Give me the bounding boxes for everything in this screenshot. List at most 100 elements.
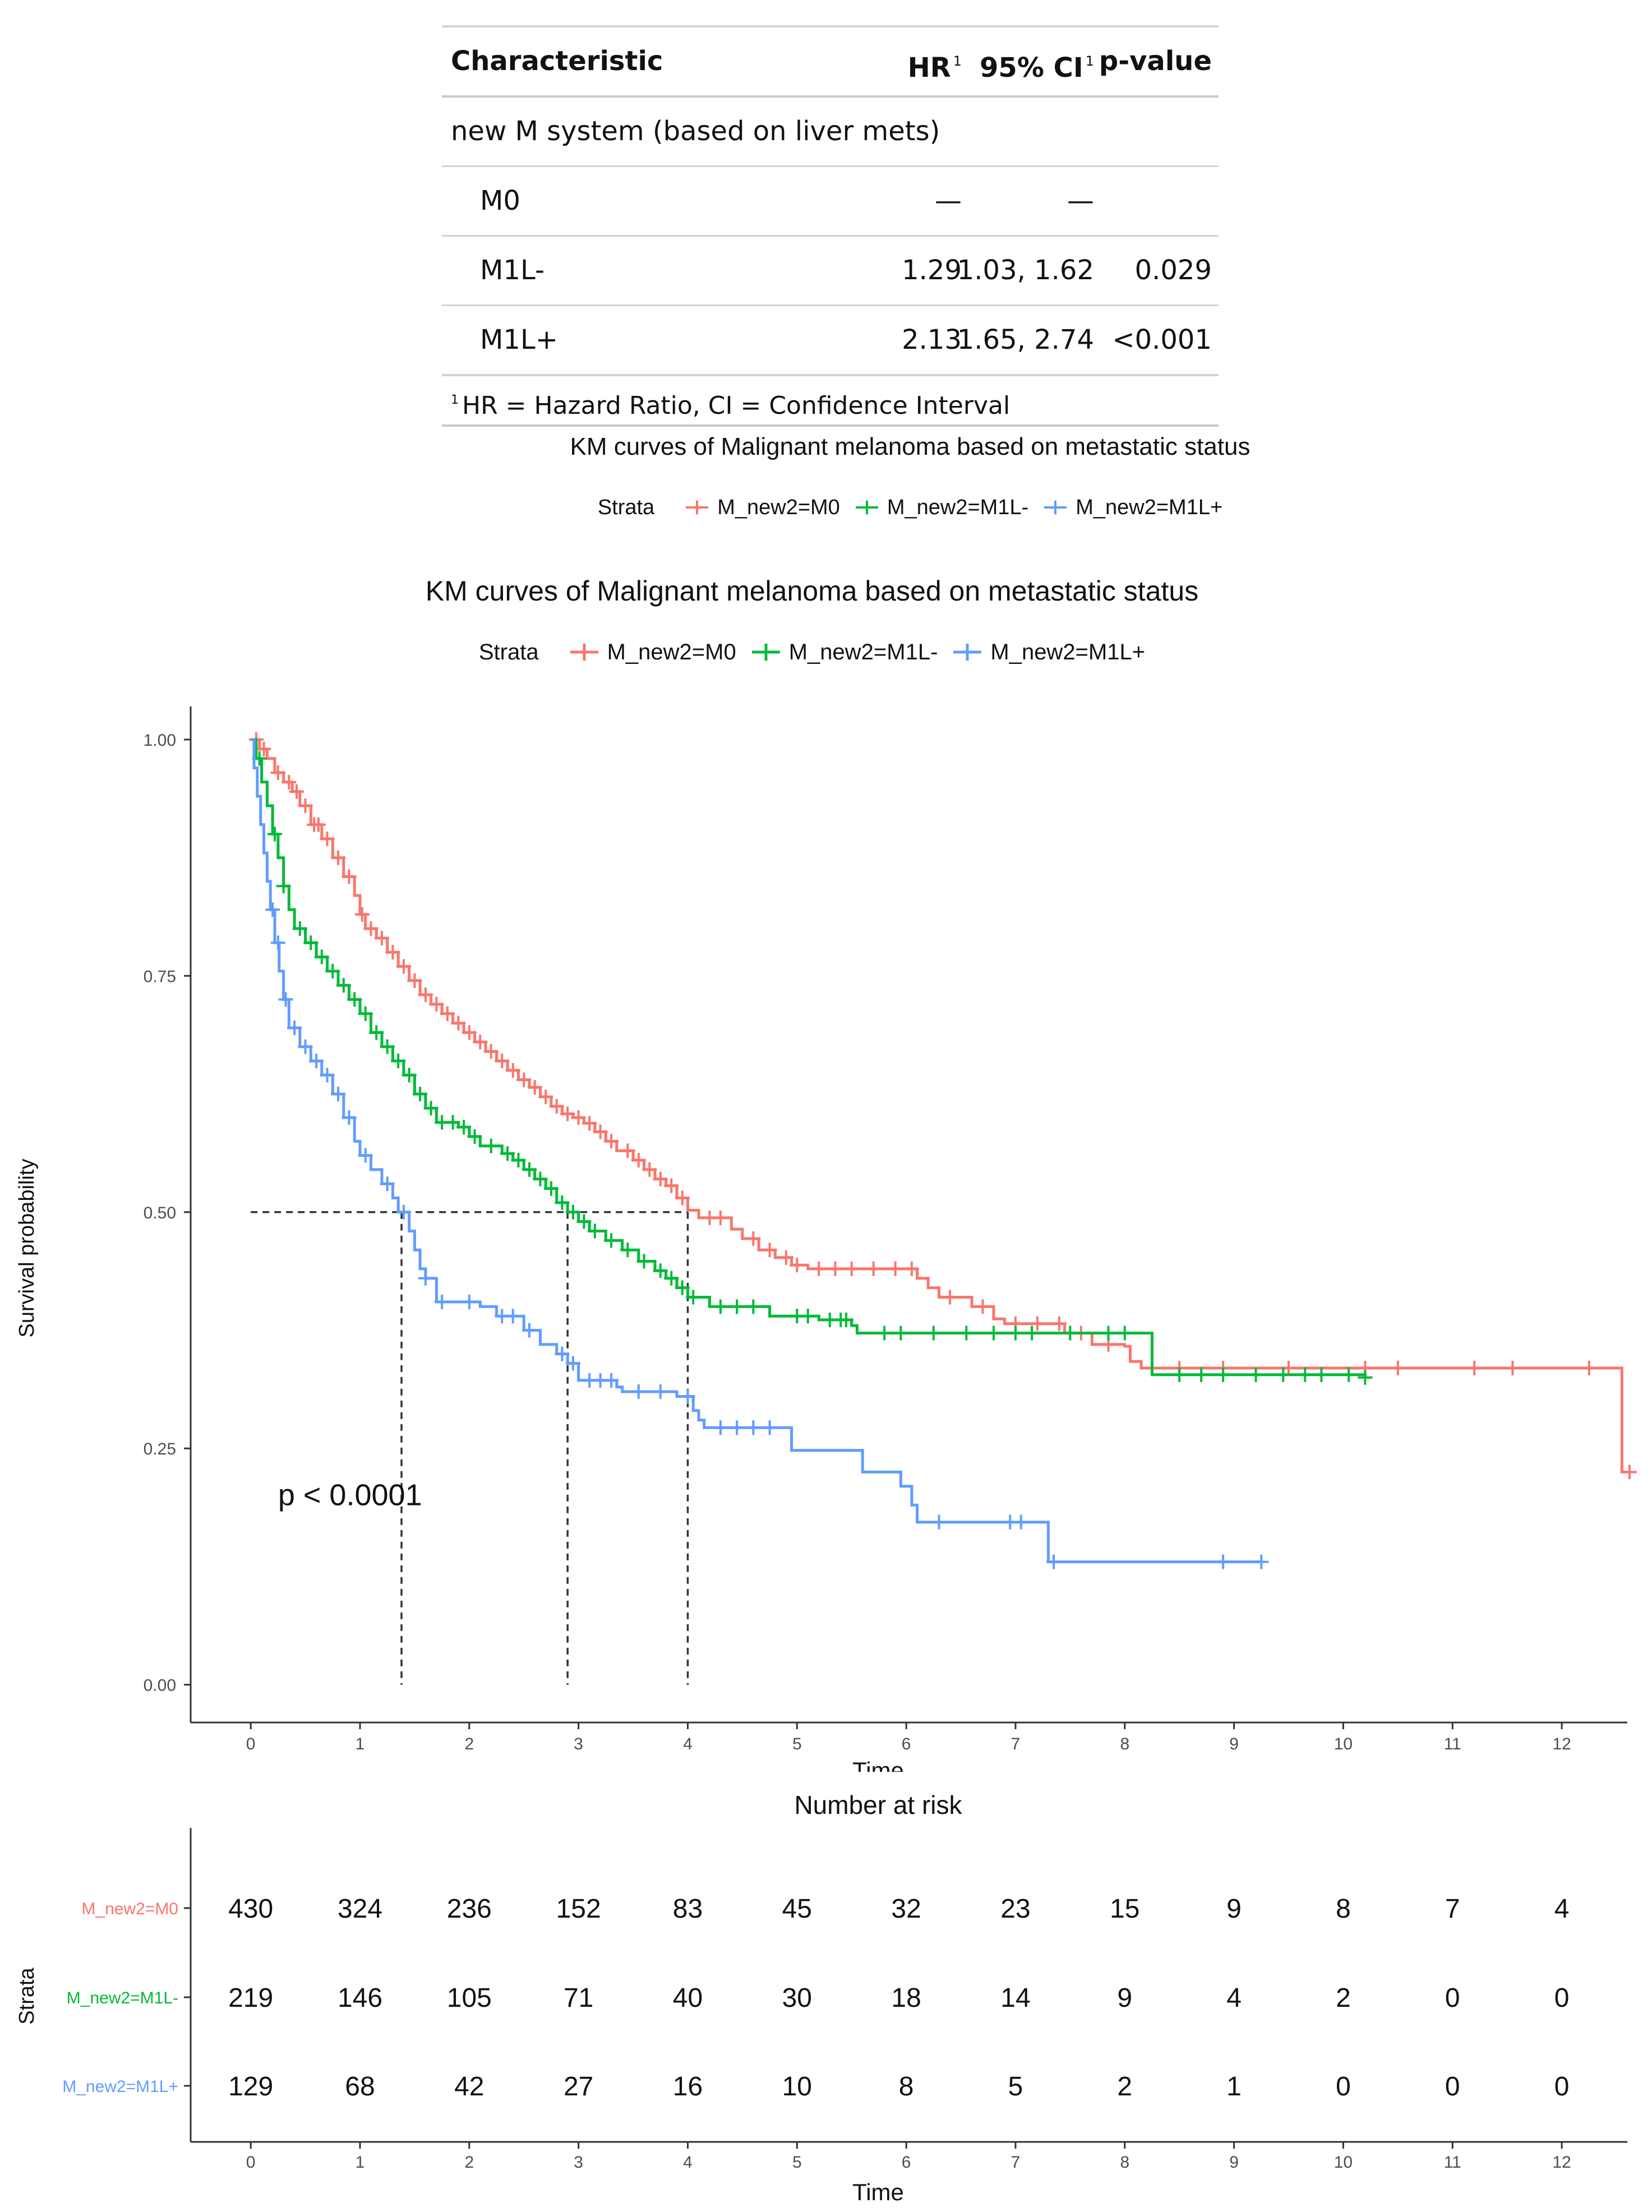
censor-mark bbox=[1051, 1316, 1067, 1331]
censor-mark bbox=[505, 1063, 520, 1078]
risk-count: 0 bbox=[1445, 2072, 1460, 2102]
censor-mark bbox=[555, 1346, 570, 1361]
censor-mark bbox=[522, 1323, 537, 1338]
risk-count: 15 bbox=[1110, 1894, 1139, 1924]
y-tick-label: 1.00 bbox=[144, 731, 176, 750]
censor-mark bbox=[511, 1153, 526, 1168]
censor-mark bbox=[587, 1223, 602, 1239]
censor-mark bbox=[331, 1087, 346, 1102]
censor-mark bbox=[1341, 1367, 1356, 1382]
censor-mark bbox=[680, 1389, 695, 1404]
footnote-text: HR = Hazard Ratio, CI = Confidence Inter… bbox=[462, 391, 1010, 420]
hazard-ratio-table: Characteristic HR 1 95% CI 1 p-value new M… bbox=[442, 25, 1219, 427]
km-curve-m-new2-m0 bbox=[251, 738, 1627, 1474]
censor-mark bbox=[1194, 1367, 1209, 1382]
row-label: M0 bbox=[480, 185, 520, 216]
risk-count: 0 bbox=[1336, 2072, 1351, 2102]
censor-mark bbox=[593, 1124, 608, 1139]
censor-mark bbox=[1581, 1360, 1596, 1375]
header-hr: HR 1 bbox=[908, 27, 962, 95]
header-p-value: p-value bbox=[1099, 45, 1212, 77]
censor-mark bbox=[675, 1190, 690, 1206]
censor-mark bbox=[571, 1110, 586, 1125]
censor-mark bbox=[473, 1035, 488, 1050]
censor-mark bbox=[467, 1129, 482, 1144]
censor-mark bbox=[413, 1087, 428, 1102]
censor-mark bbox=[565, 1204, 580, 1220]
censor-mark bbox=[270, 765, 285, 780]
censor-mark bbox=[325, 963, 340, 978]
risk-count: 2 bbox=[1336, 1983, 1351, 2013]
header-characteristic: Characteristic bbox=[451, 45, 663, 77]
risk-count: 14 bbox=[1000, 1983, 1030, 2013]
censor-mark bbox=[943, 1290, 958, 1305]
km-curve-m-new2-m1l- bbox=[251, 738, 1367, 1378]
censor-mark bbox=[1172, 1367, 1187, 1382]
censor-mark bbox=[483, 1138, 499, 1153]
censor-mark bbox=[893, 1326, 908, 1341]
risk-count: 129 bbox=[228, 2072, 273, 2102]
censor-mark bbox=[1008, 1326, 1023, 1341]
risk-count: 83 bbox=[673, 1894, 703, 1924]
x-tick-label: 3 bbox=[574, 1735, 583, 1753]
x-tick-label: 2 bbox=[464, 1735, 474, 1753]
censor-mark bbox=[1314, 1367, 1329, 1382]
censor-mark bbox=[653, 1384, 668, 1400]
censor-mark bbox=[1101, 1326, 1116, 1341]
y-tick-label: 0.25 bbox=[144, 1440, 176, 1458]
censor-mark bbox=[904, 1261, 919, 1276]
legend-item: M_new2=M1L- bbox=[751, 637, 938, 667]
censor-mark bbox=[959, 1326, 974, 1341]
censor-mark bbox=[713, 1420, 728, 1435]
censor-mark bbox=[762, 1420, 777, 1435]
censor-mark bbox=[730, 1420, 745, 1435]
censor-mark bbox=[331, 850, 346, 865]
censor-mark bbox=[374, 930, 389, 945]
km-plot: 0.000.250.500.751.000 1 2 3 4 5 6 7 8 9 10 11 12Time… bbox=[15, 706, 1637, 1772]
censor-mark bbox=[391, 1054, 406, 1069]
censor-mark bbox=[282, 774, 297, 789]
censor-mark bbox=[292, 921, 307, 936]
censor-mark bbox=[1298, 1367, 1313, 1382]
censor-mark bbox=[713, 1299, 728, 1314]
censor-mark bbox=[565, 1356, 580, 1371]
censor-mark bbox=[653, 1171, 668, 1186]
risk-count: 2 bbox=[1117, 2072, 1132, 2102]
risk-count: 219 bbox=[228, 1983, 273, 2013]
censor-mark bbox=[462, 1294, 477, 1309]
chart-title: KM curves of Malignant melanoma based on… bbox=[425, 575, 1199, 607]
censor-mark bbox=[380, 1039, 395, 1054]
table-row: M1L+ 2.13 1.65, 2.74 <0.001 bbox=[442, 306, 1219, 376]
censor-mark bbox=[931, 1514, 947, 1530]
risk-count: 9 bbox=[1117, 1983, 1132, 2013]
risk-count: 45 bbox=[782, 1894, 812, 1924]
risk-count: 7 bbox=[1445, 1894, 1460, 1924]
censor-mark bbox=[664, 1178, 679, 1193]
legend-key-icon bbox=[953, 643, 982, 661]
y-axis-label: Survival probability bbox=[15, 1159, 39, 1338]
censor-mark bbox=[309, 1054, 324, 1069]
censor-mark bbox=[265, 902, 280, 917]
risk-x-tick-label: 11 bbox=[1444, 2153, 1461, 2172]
censor-mark bbox=[287, 1020, 302, 1036]
censor-mark bbox=[278, 992, 293, 1007]
legend-key-icon bbox=[686, 500, 709, 515]
group-label: new M system (based on liver mets) bbox=[451, 116, 940, 147]
censor-mark bbox=[320, 831, 335, 846]
censor-mark bbox=[385, 945, 400, 960]
x-tick-label: 6 bbox=[902, 1735, 911, 1753]
censor-mark bbox=[713, 1210, 728, 1225]
censor-mark bbox=[1248, 1367, 1263, 1382]
risk-count: 430 bbox=[228, 1894, 273, 1924]
risk-x-axis-label: Time bbox=[852, 2179, 904, 2205]
censor-mark bbox=[418, 1271, 433, 1286]
legend-label: M_new2=M0 bbox=[607, 639, 736, 664]
censor-mark bbox=[636, 1254, 652, 1269]
legend-key-icon bbox=[855, 500, 878, 515]
risk-count: 18 bbox=[891, 1983, 921, 2013]
censor-mark bbox=[303, 935, 319, 950]
risk-count: 40 bbox=[673, 1983, 703, 2013]
censor-mark bbox=[451, 1015, 466, 1031]
censor-mark bbox=[986, 1326, 1001, 1341]
